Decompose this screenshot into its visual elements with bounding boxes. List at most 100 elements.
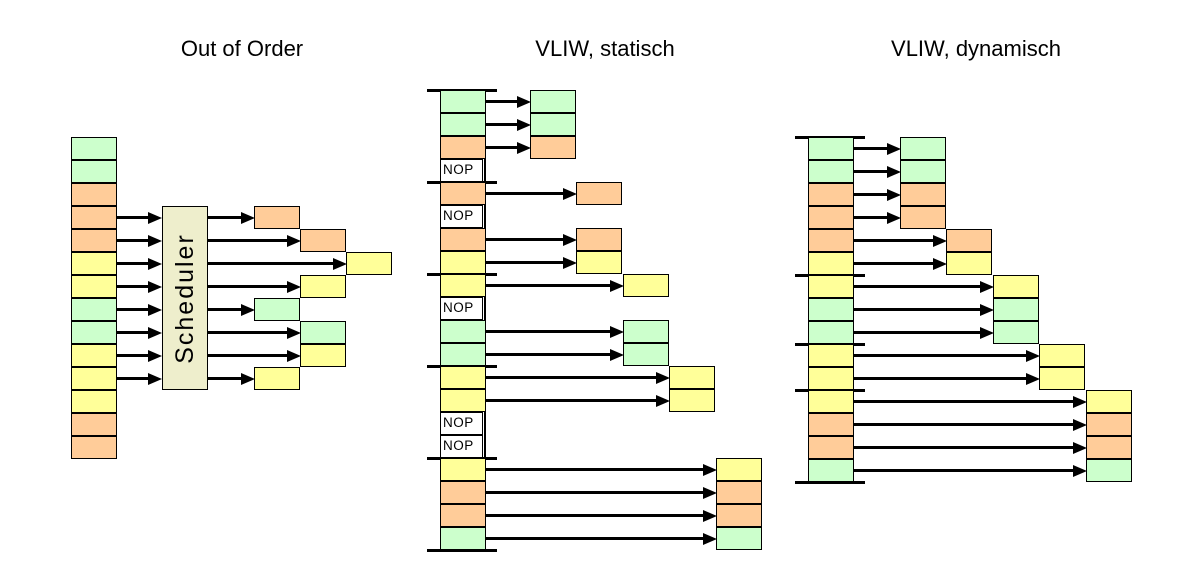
instruction-cell-yellow [71,275,117,298]
issue-arrow [854,418,1087,431]
bundle-separator [795,480,865,484]
instruction-cell-yellow [440,389,486,412]
instruction-cell-yellow [440,366,486,389]
issue-arrow [854,165,901,178]
issued-instruction-cell-green [623,343,669,366]
instruction-cell-green [71,321,117,344]
instruction-cell-green [71,298,117,321]
issue-arrow [208,257,347,270]
issued-instruction-cell-orange [254,206,300,229]
issue-arrow [486,95,531,108]
issued-instruction-cell-orange [576,228,622,251]
issued-instruction-cell-orange [716,504,762,527]
scheduler-label: Scheduler [170,232,199,364]
issued-instruction-cell-yellow [1039,344,1085,367]
arrow-to-scheduler [117,211,162,224]
issue-arrow [486,532,717,545]
instruction-cell-yellow [808,252,854,275]
issue-arrow [854,464,1087,477]
instruction-cell-green [71,160,117,183]
instruction-cell-yellow [71,390,117,413]
issued-instruction-cell-yellow [993,275,1039,298]
instruction-cell-yellow [808,275,854,298]
issued-instruction-cell-orange [530,136,576,159]
instruction-cell-orange [808,229,854,252]
issued-instruction-cell-orange [716,481,762,504]
instruction-cell-yellow [440,274,486,297]
instruction-cell-yellow [71,252,117,275]
arrow-to-scheduler [117,349,162,362]
instruction-cell-orange [71,183,117,206]
arrow-to-scheduler [117,280,162,293]
issue-arrow [486,187,577,200]
instruction-cell-orange [71,229,117,252]
issue-arrow [854,303,994,316]
issued-instruction-cell-yellow [669,389,715,412]
issue-arrow [486,233,577,246]
instruction-cell-orange [440,182,486,205]
issued-instruction-cell-green [623,320,669,343]
issue-arrow [208,211,255,224]
issue-arrow [854,188,901,201]
issue-arrow [208,280,301,293]
issued-instruction-cell-green [900,160,946,183]
bundle-separator [427,548,497,552]
nop-cell: NOP [440,159,483,182]
section-title-vliw-static: VLIW, statisch [535,36,675,61]
issued-instruction-cell-green [530,113,576,136]
instruction-cell-yellow [808,367,854,390]
instruction-cell-orange [808,206,854,229]
issue-arrow [208,326,301,339]
arrow-to-scheduler [117,372,162,385]
issued-instruction-cell-yellow [716,458,762,481]
issued-instruction-cell-orange [900,206,946,229]
issued-instruction-cell-green [900,137,946,160]
issue-arrow [854,257,947,270]
issued-instruction-cell-yellow [1086,390,1132,413]
issued-instruction-cell-yellow [576,251,622,274]
issued-instruction-cell-orange [1086,413,1132,436]
issued-instruction-cell-green [993,298,1039,321]
instruction-cell-green [808,459,854,482]
issue-arrow [854,349,1040,362]
issue-arrow [208,349,301,362]
issue-arrow [486,118,531,131]
instruction-cell-yellow [440,251,486,274]
instruction-cell-green [440,90,486,113]
nop-cell: NOP [440,205,483,228]
issue-arrow [854,234,947,247]
issue-arrow [854,280,994,293]
issue-arrow [486,325,624,338]
scheduler-box: Scheduler [162,206,208,390]
issued-instruction-cell-orange [300,229,346,252]
instruction-cell-green [440,527,486,550]
issue-arrow [854,326,994,339]
issue-arrow [486,394,670,407]
issue-arrow [854,395,1087,408]
nop-cell: NOP [440,435,483,458]
instruction-cell-orange [440,228,486,251]
issue-arrow [208,303,255,316]
instruction-cell-yellow [808,390,854,413]
instruction-cell-yellow [440,458,486,481]
instruction-cell-orange [440,481,486,504]
section-title-vliw-dynamic: VLIW, dynamisch [891,36,1061,61]
instruction-cell-orange [808,436,854,459]
instruction-cell-green [808,160,854,183]
issued-instruction-cell-green [254,298,300,321]
instruction-cell-green [71,137,117,160]
instruction-cell-green [808,137,854,160]
issued-instruction-cell-green [993,321,1039,344]
issued-instruction-cell-green [530,90,576,113]
issued-instruction-cell-orange [900,183,946,206]
issue-arrow [486,279,624,292]
issue-arrow [854,211,901,224]
issued-instruction-cell-yellow [346,252,392,275]
instruction-cell-orange [808,413,854,436]
issued-instruction-cell-yellow [623,274,669,297]
nop-cell: NOP [440,412,483,435]
instruction-cell-orange [71,413,117,436]
issued-instruction-cell-yellow [300,344,346,367]
issue-arrow [486,256,577,269]
